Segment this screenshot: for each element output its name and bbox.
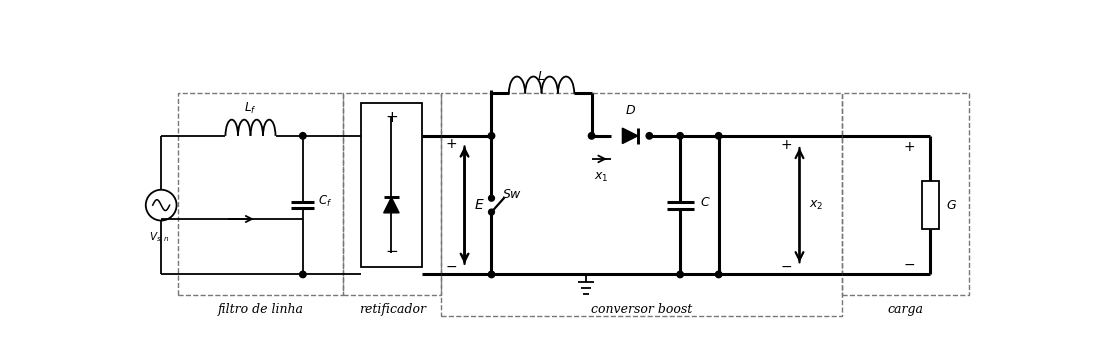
Text: $G$: $G$ — [945, 199, 956, 212]
Circle shape — [588, 132, 594, 139]
Circle shape — [488, 209, 495, 215]
Text: +: + — [385, 110, 397, 125]
Polygon shape — [384, 197, 400, 213]
Circle shape — [300, 271, 306, 278]
Bar — [361, 103, 422, 267]
Text: −: − — [903, 258, 915, 272]
Text: $C$: $C$ — [700, 195, 711, 209]
Text: $D$: $D$ — [624, 104, 635, 117]
Circle shape — [676, 132, 683, 139]
Circle shape — [488, 132, 495, 139]
Text: $C_f$: $C_f$ — [318, 194, 332, 209]
Polygon shape — [622, 128, 638, 144]
Text: retificador: retificador — [359, 303, 426, 316]
Text: −: − — [445, 260, 457, 274]
Text: filtro de linha: filtro de linha — [217, 303, 303, 316]
Circle shape — [646, 132, 652, 139]
Circle shape — [676, 271, 683, 278]
Text: $L$: $L$ — [537, 71, 546, 84]
Text: −: − — [385, 244, 397, 259]
Text: +: + — [903, 140, 915, 154]
Bar — [922, 181, 939, 229]
Circle shape — [715, 271, 722, 278]
Text: $E$: $E$ — [474, 198, 485, 212]
Text: conversor boost: conversor boost — [591, 303, 692, 316]
Circle shape — [488, 195, 495, 201]
Circle shape — [300, 132, 306, 139]
Text: carga: carga — [887, 303, 923, 316]
Text: −: − — [780, 260, 792, 274]
Text: $L_f$: $L_f$ — [245, 101, 257, 116]
Text: $Sw$: $Sw$ — [503, 188, 523, 201]
Text: $x_2$: $x_2$ — [809, 199, 824, 212]
Text: +: + — [445, 136, 457, 151]
Circle shape — [715, 132, 722, 139]
Circle shape — [488, 271, 495, 278]
Text: +: + — [780, 138, 792, 152]
Text: $V_{s,n}$: $V_{s,n}$ — [149, 231, 170, 247]
Text: $x_1$: $x_1$ — [594, 171, 609, 184]
